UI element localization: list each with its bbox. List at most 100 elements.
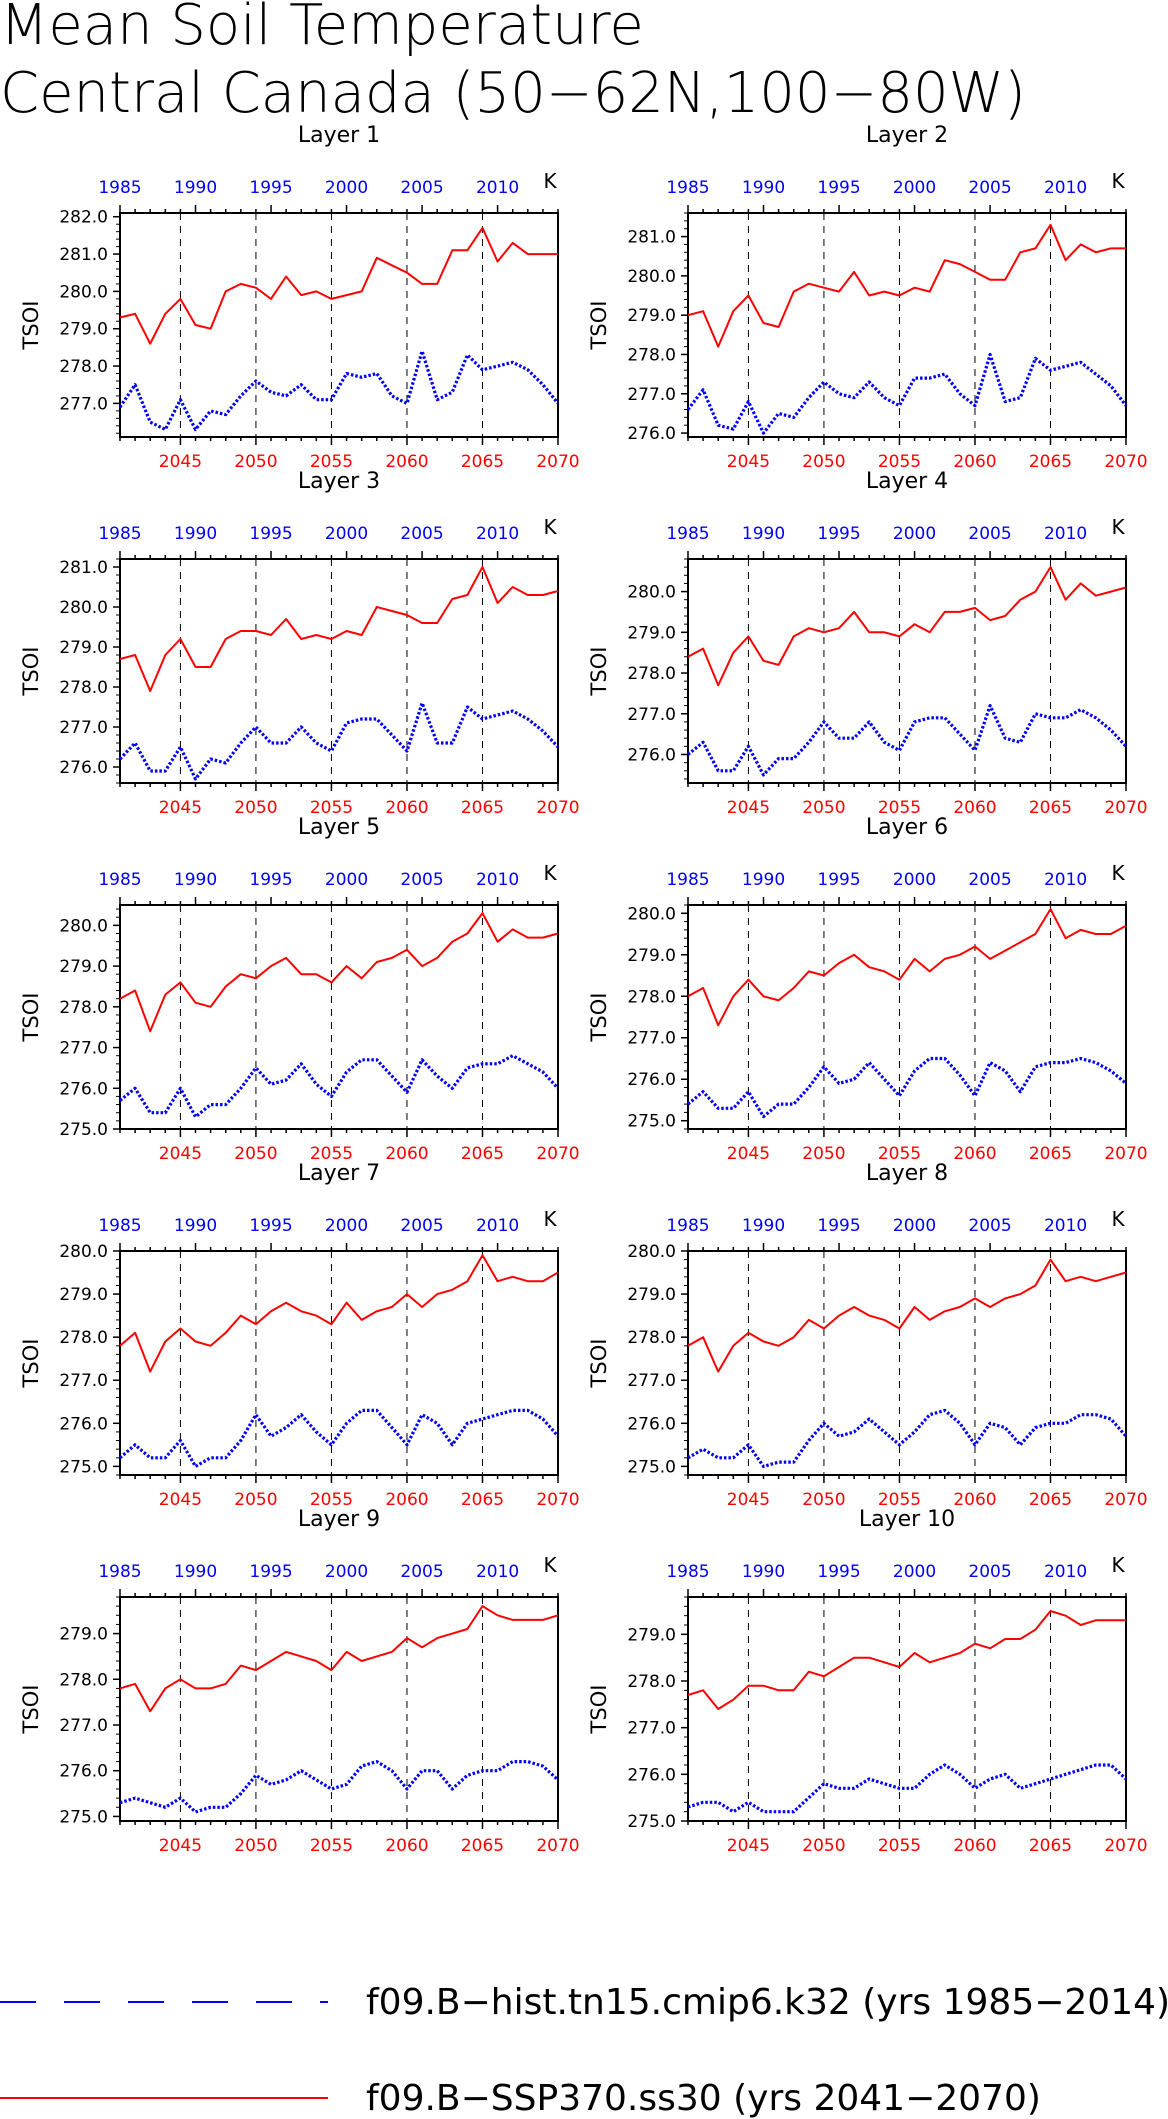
bottom-tick-label: 2070 <box>536 798 579 818</box>
y-tick-label: 280.0 <box>59 282 108 302</box>
bottom-tick-label: 2055 <box>878 1144 921 1164</box>
bottom-tick-label: 2050 <box>234 452 277 472</box>
bottom-tick-label: 2050 <box>802 452 845 472</box>
series-line-hist <box>686 352 1128 435</box>
y-tick-label: 279.0 <box>59 638 108 658</box>
y-tick-label: 277.0 <box>627 1371 676 1391</box>
y-tick-label: 276.0 <box>627 424 676 444</box>
panel-title: Layer 6 <box>866 815 948 840</box>
top-tick-label: 2005 <box>968 1562 1011 1582</box>
y-tick-label: 278.0 <box>627 345 676 365</box>
plot-frame <box>119 904 559 1130</box>
unit-label: K <box>543 1207 557 1231</box>
bottom-tick-label: 2070 <box>536 1144 579 1164</box>
top-tick-label: 2005 <box>400 1216 443 1236</box>
top-tick-label: 2000 <box>893 870 936 890</box>
top-tick-label: 1990 <box>742 178 785 198</box>
series-line-future <box>687 908 1127 1027</box>
figure-title-line2: Central Canada (50−62N,100−80W) <box>0 61 1026 126</box>
bottom-tick-label: 2055 <box>310 1144 353 1164</box>
legend-hist-label: f09.B−hist.tn15.cmip6.k32 (yrs 1985−2014… <box>366 1982 1168 2023</box>
y-tick-label: 276.0 <box>59 1414 108 1434</box>
bottom-tick-label: 2060 <box>953 1490 996 1510</box>
unit-label: K <box>543 1553 557 1577</box>
bottom-tick-label: 2055 <box>310 798 353 818</box>
y-tick-label: 280.0 <box>59 1242 108 1262</box>
unit-label: K <box>543 169 557 193</box>
y-tick-label: 282.0 <box>59 208 108 228</box>
y-tick-label: 277.0 <box>59 718 108 738</box>
panel-layer-10: Layer 10 1985 1990 1995 2000 2005 2010 K 2045 205… <box>587 1507 1148 1856</box>
top-tick-label: 1995 <box>817 178 860 198</box>
y-tick-label: 279.0 <box>627 1285 676 1305</box>
series-line-hist <box>686 703 1128 777</box>
panel-layer-2: Layer 2 1985 1990 1995 2000 2005 2010 K 2045 2050… <box>587 123 1148 472</box>
panel-layer-7: Layer 7 1985 1990 1995 2000 2005 2010 K 2045 2050… <box>19 1161 580 1510</box>
y-tick-label: 277.0 <box>627 1029 676 1049</box>
bottom-tick-label: 2045 <box>727 798 770 818</box>
series-line-future <box>119 1605 559 1713</box>
y-tick-label: 279.0 <box>59 320 108 340</box>
y-tick-label: 280.0 <box>627 267 676 287</box>
unit-label: K <box>543 861 557 885</box>
y-tick-label: 278.0 <box>627 664 676 684</box>
panel-grid: Layer 1 1985 1990 1995 2000 2005 2010 K 2045 2050… <box>19 123 1148 1856</box>
y-tick-label: 280.0 <box>627 1242 676 1262</box>
top-tick-label: 1995 <box>249 178 292 198</box>
bottom-tick-label: 2065 <box>1029 798 1072 818</box>
top-tick-label: 1990 <box>174 178 217 198</box>
y-axis-label: TSOI <box>587 1685 611 1735</box>
top-tick-label: 2010 <box>476 1216 519 1236</box>
y-tick-label: 279.0 <box>59 1285 108 1305</box>
bottom-tick-label: 2065 <box>1029 1836 1072 1856</box>
top-tick-label: 1995 <box>249 1562 292 1582</box>
top-tick-label: 2000 <box>325 870 368 890</box>
bottom-tick-label: 2045 <box>727 452 770 472</box>
top-tick-label: 2000 <box>325 524 368 544</box>
y-tick-label: 280.0 <box>59 916 108 936</box>
top-tick-label: 1985 <box>666 1216 709 1236</box>
bottom-tick-label: 2070 <box>1104 1490 1147 1510</box>
series-line-hist <box>686 1056 1128 1119</box>
panel-title: Layer 9 <box>298 1507 380 1532</box>
y-tick-label: 279.0 <box>627 1625 676 1645</box>
top-tick-label: 2005 <box>400 178 443 198</box>
bottom-tick-label: 2050 <box>802 1490 845 1510</box>
plot-frame <box>119 212 559 438</box>
y-tick-label: 276.0 <box>627 1414 676 1434</box>
top-tick-label: 2005 <box>968 1216 1011 1236</box>
bottom-tick-label: 2065 <box>1029 1144 1072 1164</box>
panel-layer-5: Layer 5 1985 1990 1995 2000 2005 2010 K 2045 2050… <box>19 815 580 1164</box>
panel-layer-3: Layer 3 1985 1990 1995 2000 2005 2010 K 2045 2050… <box>19 469 580 818</box>
top-tick-label: 1995 <box>817 1562 860 1582</box>
top-tick-label: 1990 <box>742 1562 785 1582</box>
y-tick-label: 277.0 <box>59 1371 108 1391</box>
top-tick-label: 2010 <box>1044 178 1087 198</box>
panel-title: Layer 4 <box>866 469 948 494</box>
bottom-tick-label: 2060 <box>953 452 996 472</box>
y-tick-label: 277.0 <box>59 1039 108 1059</box>
top-tick-label: 2010 <box>476 1562 519 1582</box>
bottom-tick-label: 2045 <box>727 1144 770 1164</box>
y-tick-label: 281.0 <box>59 245 108 265</box>
plot-frame <box>687 904 1127 1130</box>
series-line-hist <box>687 1408 1128 1469</box>
y-tick-label: 281.0 <box>59 558 108 578</box>
bottom-tick-label: 2055 <box>878 1490 921 1510</box>
y-tick-label: 277.0 <box>627 705 676 725</box>
top-tick-label: 1990 <box>174 1216 217 1236</box>
y-tick-label: 278.0 <box>59 357 108 377</box>
top-tick-label: 1995 <box>249 870 292 890</box>
top-tick-label: 1995 <box>249 1216 292 1236</box>
plot-frame <box>119 1596 559 1822</box>
series-line-hist <box>687 1763 1128 1814</box>
series-line-hist <box>118 349 560 432</box>
series-line-future <box>687 566 1127 687</box>
y-tick-label: 277.0 <box>627 1719 676 1739</box>
bottom-tick-label: 2070 <box>536 1836 579 1856</box>
bottom-tick-label: 2065 <box>461 798 504 818</box>
series-line-future <box>119 566 559 692</box>
y-axis-label: TSOI <box>587 301 611 351</box>
panel-title: Layer 3 <box>298 469 380 494</box>
